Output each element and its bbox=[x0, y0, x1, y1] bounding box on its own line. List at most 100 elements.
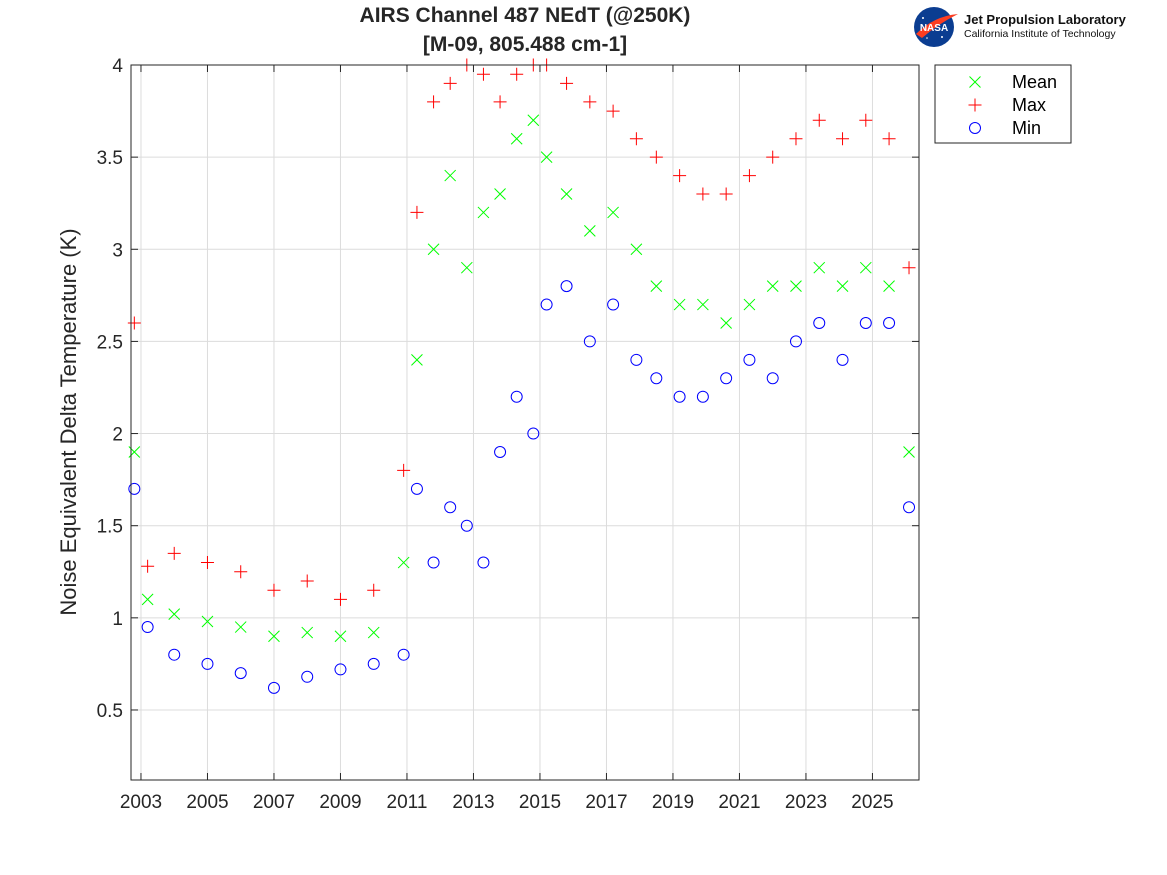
y-axis-ticks: 0.5 1 1.5 2 2.5 3 3.5 4 bbox=[97, 56, 919, 722]
chart-title: AIRS Channel 487 NEdT (@250K) bbox=[360, 4, 691, 27]
data-point-min bbox=[696, 390, 709, 403]
data-point-mean bbox=[836, 280, 849, 292]
data-point-min bbox=[607, 298, 620, 311]
data-point-mean bbox=[673, 298, 686, 311]
y-tick-label: 2.5 bbox=[97, 332, 123, 353]
data-point-min bbox=[397, 648, 410, 661]
x-axis-ticks: 2003 2005 2007 2009 2011 2013 2015 2017 2019 2021… bbox=[120, 65, 894, 813]
data-point-mean bbox=[697, 298, 709, 311]
grid-lines bbox=[131, 64, 919, 780]
x-tick-label: 2009 bbox=[319, 792, 361, 813]
data-point-min bbox=[903, 501, 916, 514]
data-point-max bbox=[789, 132, 803, 146]
data-point-min bbox=[673, 390, 686, 403]
x-tick-label: 2019 bbox=[652, 792, 694, 813]
data-point-mean bbox=[301, 626, 314, 639]
data-point-min bbox=[883, 316, 896, 329]
data-point-max bbox=[696, 187, 710, 201]
data-point-mean bbox=[494, 188, 506, 200]
data-point-max bbox=[629, 132, 643, 146]
data-point-max bbox=[427, 95, 441, 109]
data-point-min bbox=[510, 390, 523, 403]
legend-box bbox=[934, 64, 1072, 144]
data-point-max bbox=[141, 559, 155, 573]
data-point-mean bbox=[903, 446, 915, 458]
chart-subtitle: [M-09, 805.488 cm-1] bbox=[423, 33, 627, 56]
data-point-max bbox=[200, 556, 214, 570]
data-point-min bbox=[743, 353, 756, 366]
data-point-min bbox=[367, 657, 380, 670]
data-point-min bbox=[201, 657, 214, 670]
data-markers bbox=[127, 58, 916, 694]
data-point-max bbox=[560, 76, 574, 90]
data-point-max bbox=[510, 67, 524, 81]
data-point-max bbox=[127, 316, 141, 330]
legend-label-mean: Mean bbox=[1012, 72, 1057, 92]
nasa-meatball-icon: NASA bbox=[914, 7, 958, 47]
legend-label-min: Min bbox=[1012, 118, 1041, 138]
x-tick-label: 2011 bbox=[387, 792, 428, 813]
data-point-mean bbox=[527, 114, 540, 127]
data-point-max bbox=[673, 169, 687, 183]
data-point-max bbox=[649, 150, 663, 164]
data-point-max bbox=[267, 583, 281, 597]
data-point-mean bbox=[560, 188, 573, 200]
data-point-min bbox=[560, 280, 573, 293]
data-point-min bbox=[444, 501, 457, 514]
x-tick-label: 2005 bbox=[186, 792, 228, 813]
plot-area: 0.5 1 1.5 2 2.5 3 3.5 4 2003 2005 2007 2009 2011 201… bbox=[56, 4, 1072, 813]
data-point-mean bbox=[766, 280, 779, 292]
data-point-min bbox=[540, 298, 553, 311]
y-tick-label: 2 bbox=[112, 425, 123, 446]
data-point-mean bbox=[334, 630, 347, 643]
data-point-min bbox=[766, 372, 779, 385]
data-point-mean bbox=[510, 132, 523, 145]
organization-name: Jet Propulsion Laboratory bbox=[964, 12, 1126, 27]
x-tick-label: 2003 bbox=[120, 792, 162, 813]
data-point-max bbox=[476, 67, 490, 81]
legend-marker-mean bbox=[969, 76, 981, 88]
data-point-min bbox=[267, 681, 280, 694]
legend-label-max: Max bbox=[1012, 95, 1046, 115]
data-point-min bbox=[494, 445, 507, 458]
data-point-min bbox=[168, 648, 181, 661]
y-tick-label: 1.5 bbox=[97, 517, 123, 538]
data-point-max bbox=[234, 565, 248, 579]
data-point-mean bbox=[168, 608, 181, 621]
y-axis-label: Noise Equivalent Delta Temperature (K) bbox=[56, 228, 81, 615]
data-point-min bbox=[334, 663, 347, 676]
data-point-min bbox=[301, 670, 314, 683]
data-point-min bbox=[859, 316, 872, 329]
legend-marker-min bbox=[969, 122, 981, 134]
nasa-badge-text: NASA bbox=[920, 23, 948, 34]
organization-subtitle: California Institute of Technology bbox=[964, 28, 1116, 40]
x-tick-label: 2007 bbox=[253, 792, 295, 813]
data-point-min bbox=[650, 372, 663, 385]
data-point-max bbox=[410, 205, 424, 219]
data-point-max bbox=[167, 546, 181, 560]
data-point-mean bbox=[397, 556, 410, 569]
data-point-min bbox=[234, 667, 247, 680]
data-point-mean bbox=[477, 206, 490, 219]
data-point-max bbox=[859, 113, 873, 127]
data-point-max bbox=[719, 187, 733, 201]
data-point-mean bbox=[234, 621, 247, 633]
data-point-mean bbox=[141, 593, 154, 606]
data-point-mean bbox=[883, 280, 895, 292]
x-tick-label: 2015 bbox=[519, 792, 561, 813]
data-point-min bbox=[141, 621, 154, 634]
data-point-min bbox=[813, 316, 826, 329]
axes-background bbox=[131, 65, 919, 780]
data-point-mean bbox=[444, 169, 457, 182]
data-point-mean bbox=[460, 261, 473, 274]
data-point-min bbox=[789, 335, 802, 348]
x-tick-label: 2021 bbox=[718, 792, 760, 813]
data-point-min bbox=[527, 427, 540, 440]
x-tick-label: 2013 bbox=[452, 792, 494, 813]
data-point-min bbox=[836, 353, 849, 366]
data-point-mean bbox=[630, 243, 643, 256]
data-point-mean bbox=[720, 317, 733, 329]
data-point-max bbox=[367, 583, 381, 597]
data-point-mean bbox=[583, 224, 596, 237]
